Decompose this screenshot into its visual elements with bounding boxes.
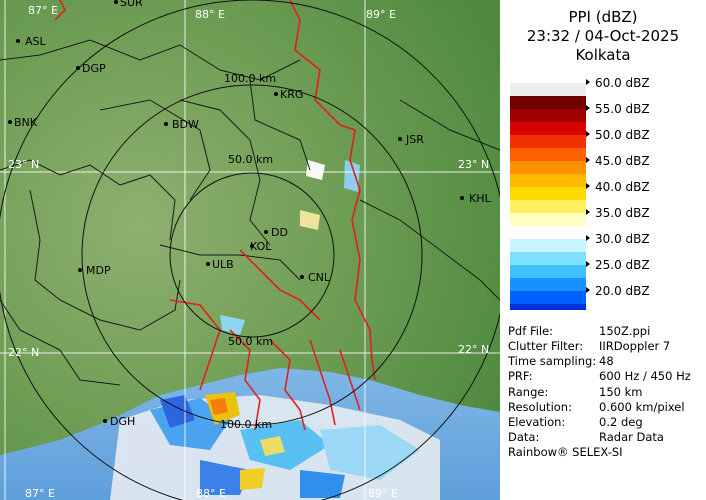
legend-swatch	[510, 278, 586, 292]
legend-swatch	[510, 226, 586, 240]
lon-label-88-bottom: 88° E	[196, 487, 226, 500]
lat-label-23-right: 23° N	[458, 158, 489, 171]
place-mdp: MDP	[86, 264, 111, 277]
lon-label-87-top: 87° E	[28, 4, 58, 17]
lon-label-89-top: 89° E	[366, 8, 396, 21]
info-label-clutter: Clutter Filter:	[508, 339, 584, 353]
color-legend	[510, 70, 590, 310]
place-bnk: BNK	[14, 116, 38, 129]
lat-lon-grid	[0, 0, 500, 500]
ring-label-50-top: 50.0 km	[228, 153, 273, 166]
legend-swatch	[510, 122, 586, 136]
place-sur: SUR	[120, 0, 143, 9]
radar-map[interactable]: 87° E 88° E 89° E 23° N 22° N 23° N 22° …	[0, 0, 500, 500]
info-value-clutter: IIRDoppler 7	[599, 339, 671, 353]
legend-swatch	[510, 187, 586, 201]
place-ulb: ULB	[212, 258, 234, 271]
legend-label-30: 30.0 dBZ	[595, 232, 650, 246]
place-dd: DD	[271, 226, 288, 239]
info-value-data: Radar Data	[599, 430, 664, 444]
place-asl: ASL	[25, 35, 47, 48]
datetime-title: 23:32 / 04-Oct-2025	[526, 27, 680, 45]
legend-label-60: 60.0 dBZ	[595, 76, 650, 90]
place-jsr: JSR	[405, 133, 424, 146]
legend-label-40: 40.0 dBZ	[595, 180, 650, 194]
place-dgh: DGH	[110, 415, 135, 428]
legend-swatch	[510, 109, 586, 123]
place-kol: KOL	[250, 240, 272, 253]
legend-swatch	[510, 161, 586, 175]
ring-label-100-top: 100.0 km	[224, 72, 276, 85]
lon-label-89-bottom: 89° E	[368, 487, 398, 500]
product-title: PPI (dBZ)	[568, 8, 638, 26]
ring-label-50-bottom: 50.0 km	[228, 335, 273, 348]
lon-label-88-top: 88° E	[195, 8, 225, 21]
place-bdw: BDW	[172, 118, 199, 131]
district-boundaries	[0, 39, 500, 386]
lat-label-22-left: 22° N	[8, 346, 39, 359]
info-label-pdf: Pdf File:	[508, 324, 554, 338]
lat-label-22-right: 22° N	[458, 343, 489, 356]
legend-label-35: 35.0 dBZ	[595, 206, 650, 220]
info-value-resolution: 0.600 km/pixel	[599, 400, 685, 414]
legend-label-55: 55.0 dBZ	[595, 102, 650, 116]
legend-swatch	[510, 174, 586, 188]
info-label-sampling: Time sampling:	[508, 354, 597, 368]
place-cnl: CNL	[308, 271, 331, 284]
legend-swatch-blank	[510, 83, 586, 96]
legend-swatch	[510, 239, 586, 253]
lon-label-87-bottom: 87° E	[25, 487, 55, 500]
legend-swatch	[510, 96, 586, 110]
place-dgp: DGP	[82, 62, 106, 75]
legend-label-25: 25.0 dBZ	[595, 258, 650, 272]
info-value-elevation: 0.2 deg	[599, 415, 643, 429]
info-label-resolution: Resolution:	[508, 400, 572, 414]
lat-label-23-left: 23° N	[8, 158, 39, 171]
legend-swatch	[510, 265, 586, 279]
info-label-data: Data:	[508, 430, 540, 444]
info-value-sampling: 48	[599, 354, 614, 368]
place-khl: KHL	[469, 192, 491, 205]
info-value-pdf: 150Z.ppi	[599, 324, 651, 338]
legend-swatch	[510, 148, 586, 162]
legend-swatch	[510, 304, 586, 310]
legend-swatch-blank	[510, 70, 586, 83]
info-value-prf: 600 Hz / 450 Hz	[599, 369, 691, 383]
info-value-range: 150 km	[599, 385, 643, 399]
info-label-elevation: Elevation:	[508, 415, 566, 429]
station-title: Kolkata	[575, 46, 631, 64]
legend-swatch	[510, 213, 586, 227]
legend-swatch	[510, 252, 586, 266]
range-rings	[0, 0, 500, 500]
ring-label-100-bottom: 100.0 km	[220, 418, 272, 431]
software-credit: Rainbow® SELEX-SI	[508, 445, 623, 459]
info-label-prf: PRF:	[508, 369, 533, 383]
legend-label-45: 45.0 dBZ	[595, 154, 650, 168]
legend-swatch	[510, 135, 586, 149]
legend-label-20: 20.0 dBZ	[595, 284, 650, 298]
legend-swatch	[510, 291, 586, 305]
legend-swatch	[510, 200, 586, 214]
info-label-range: Range:	[508, 385, 549, 399]
legend-label-50: 50.0 dBZ	[595, 128, 650, 142]
place-krg: KRG	[280, 88, 303, 101]
